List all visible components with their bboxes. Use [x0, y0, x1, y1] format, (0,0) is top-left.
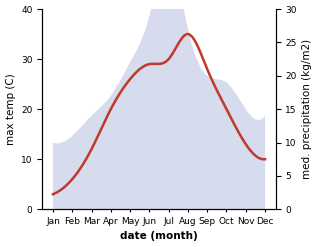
Y-axis label: max temp (C): max temp (C)	[5, 73, 16, 145]
X-axis label: date (month): date (month)	[120, 231, 198, 242]
Y-axis label: med. precipitation (kg/m2): med. precipitation (kg/m2)	[302, 39, 313, 179]
